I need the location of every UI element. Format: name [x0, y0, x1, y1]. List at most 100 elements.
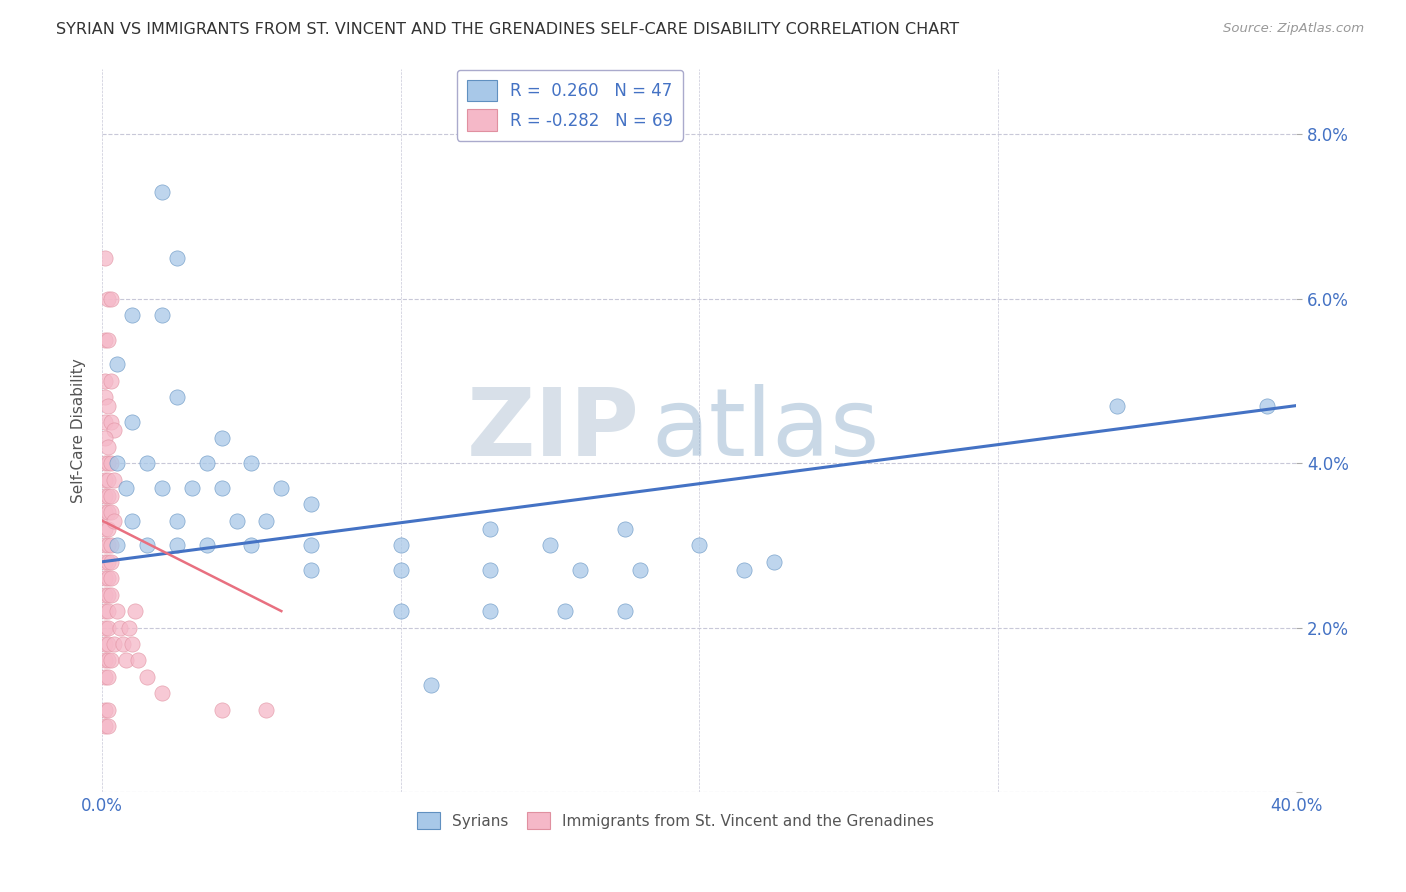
Point [195, 456, 218, 470]
Point [254, 514, 277, 528]
Point [762, 555, 785, 569]
Point [97, 670, 120, 684]
Point [121, 637, 143, 651]
Point [225, 514, 247, 528]
Point [105, 456, 128, 470]
Point [166, 390, 188, 404]
Point [180, 481, 202, 495]
Point [112, 637, 135, 651]
Point [254, 703, 277, 717]
Point [94, 571, 117, 585]
Point [94, 653, 117, 667]
Point [94, 415, 117, 429]
Point [211, 481, 233, 495]
Point [94, 456, 117, 470]
Point [97, 538, 120, 552]
Point [100, 489, 122, 503]
Point [240, 538, 263, 552]
Point [94, 390, 117, 404]
Point [628, 563, 651, 577]
Point [479, 563, 502, 577]
Point [195, 538, 218, 552]
Point [103, 514, 125, 528]
Point [97, 653, 120, 667]
Point [97, 621, 120, 635]
Text: atlas: atlas [651, 384, 880, 476]
Point [166, 538, 188, 552]
Point [100, 653, 122, 667]
Point [94, 522, 117, 536]
Point [108, 621, 131, 635]
Point [94, 251, 117, 265]
Point [105, 604, 128, 618]
Point [97, 333, 120, 347]
Point [97, 555, 120, 569]
Point [97, 604, 120, 618]
Point [136, 456, 159, 470]
Point [121, 514, 143, 528]
Point [100, 571, 122, 585]
Point [389, 563, 412, 577]
Point [97, 505, 120, 519]
Point [97, 522, 120, 536]
Point [240, 456, 263, 470]
Point [299, 563, 322, 577]
Point [118, 621, 141, 635]
Point [103, 473, 125, 487]
Point [97, 571, 120, 585]
Point [94, 538, 117, 552]
Point [538, 538, 561, 552]
Point [94, 473, 117, 487]
Point [150, 308, 173, 322]
Point [136, 670, 159, 684]
Point [613, 522, 636, 536]
Point [299, 538, 322, 552]
Point [150, 686, 173, 700]
Point [115, 653, 138, 667]
Point [94, 621, 117, 635]
Point [127, 653, 149, 667]
Legend: Syrians, Immigrants from St. Vincent and the Grenadines: Syrians, Immigrants from St. Vincent and… [411, 806, 941, 835]
Point [733, 563, 755, 577]
Point [97, 637, 120, 651]
Point [166, 514, 188, 528]
Point [115, 481, 138, 495]
Point [150, 185, 173, 199]
Text: ZIP: ZIP [467, 384, 640, 476]
Point [613, 604, 636, 618]
Point [94, 489, 117, 503]
Point [103, 423, 125, 437]
Text: SYRIAN VS IMMIGRANTS FROM ST. VINCENT AND THE GRENADINES SELF-CARE DISABILITY CO: SYRIAN VS IMMIGRANTS FROM ST. VINCENT AN… [56, 22, 959, 37]
Point [97, 440, 120, 454]
Point [270, 481, 292, 495]
Point [97, 292, 120, 306]
Text: Source: ZipAtlas.com: Source: ZipAtlas.com [1223, 22, 1364, 36]
Point [389, 538, 412, 552]
Point [100, 456, 122, 470]
Point [94, 374, 117, 388]
Point [211, 432, 233, 446]
Point [94, 432, 117, 446]
Point [211, 703, 233, 717]
Point [97, 399, 120, 413]
Point [124, 604, 146, 618]
Point [479, 522, 502, 536]
Point [94, 333, 117, 347]
Point [97, 588, 120, 602]
Point [94, 505, 117, 519]
Point [97, 456, 120, 470]
Point [97, 473, 120, 487]
Point [97, 719, 120, 733]
Point [568, 563, 591, 577]
Point [121, 415, 143, 429]
Point [94, 670, 117, 684]
Point [94, 719, 117, 733]
Point [100, 538, 122, 552]
Point [94, 604, 117, 618]
Point [419, 678, 441, 692]
Point [121, 308, 143, 322]
Point [688, 538, 710, 552]
Point [150, 481, 173, 495]
Point [100, 505, 122, 519]
Point [554, 604, 576, 618]
